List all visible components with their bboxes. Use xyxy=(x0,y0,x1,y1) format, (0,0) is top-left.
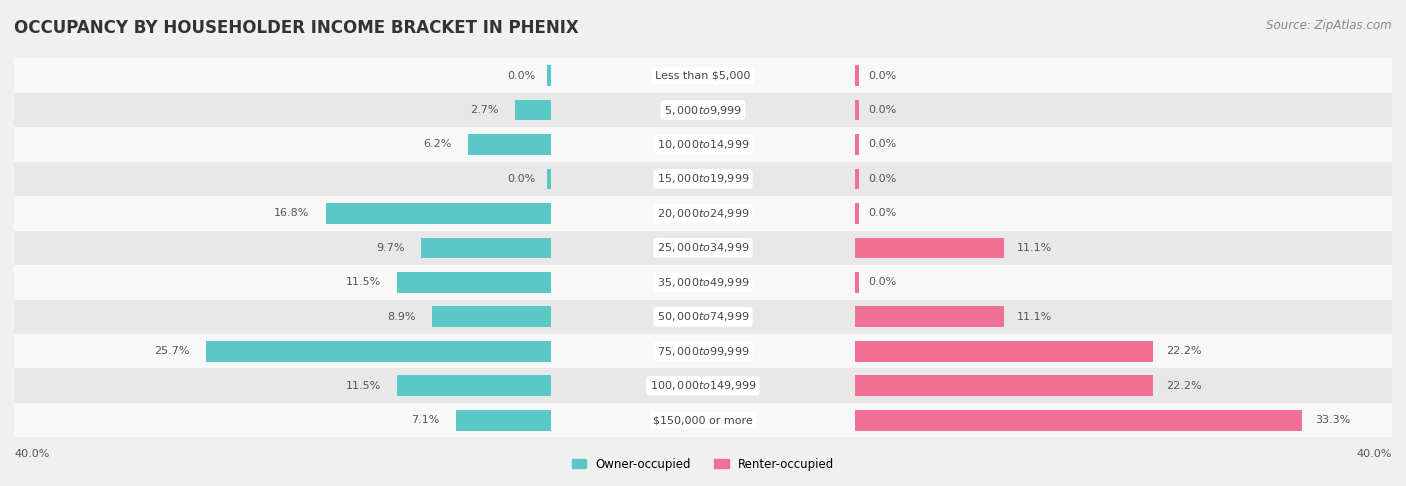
Text: $5,000 to $9,999: $5,000 to $9,999 xyxy=(664,104,742,117)
Text: 11.5%: 11.5% xyxy=(346,381,381,391)
Text: $25,000 to $34,999: $25,000 to $34,999 xyxy=(657,242,749,254)
Bar xyxy=(855,100,859,121)
Bar xyxy=(0,231,1406,265)
Text: 0.0%: 0.0% xyxy=(868,70,896,81)
Text: $15,000 to $19,999: $15,000 to $19,999 xyxy=(657,173,749,186)
Bar xyxy=(396,272,551,293)
Bar xyxy=(0,93,1406,127)
Text: 0.0%: 0.0% xyxy=(508,70,536,81)
Bar xyxy=(0,403,1406,437)
Bar xyxy=(0,265,1406,299)
Bar xyxy=(326,203,551,224)
Bar xyxy=(396,375,551,396)
Bar xyxy=(0,334,1406,368)
Bar xyxy=(0,368,1406,403)
Bar xyxy=(0,58,1406,93)
Bar xyxy=(0,265,1406,299)
Text: 11.5%: 11.5% xyxy=(346,278,381,287)
Bar xyxy=(0,368,1406,403)
Text: $50,000 to $74,999: $50,000 to $74,999 xyxy=(657,310,749,323)
Text: $150,000 or more: $150,000 or more xyxy=(654,415,752,425)
Bar xyxy=(0,196,1406,231)
Text: 7.1%: 7.1% xyxy=(412,415,440,425)
Bar xyxy=(207,341,551,362)
Bar xyxy=(855,134,859,155)
Bar xyxy=(422,238,551,258)
Bar xyxy=(0,334,1406,368)
Bar xyxy=(0,162,1406,196)
Bar xyxy=(0,127,1406,162)
Text: 25.7%: 25.7% xyxy=(155,346,190,356)
Text: 0.0%: 0.0% xyxy=(868,208,896,218)
Text: $35,000 to $49,999: $35,000 to $49,999 xyxy=(657,276,749,289)
Bar xyxy=(855,65,859,86)
Bar xyxy=(855,169,859,189)
Legend: Owner-occupied, Renter-occupied: Owner-occupied, Renter-occupied xyxy=(567,453,839,475)
Bar xyxy=(456,410,551,431)
Text: $20,000 to $24,999: $20,000 to $24,999 xyxy=(657,207,749,220)
Text: $10,000 to $14,999: $10,000 to $14,999 xyxy=(657,138,749,151)
Text: Source: ZipAtlas.com: Source: ZipAtlas.com xyxy=(1267,19,1392,33)
Bar xyxy=(855,203,859,224)
Bar xyxy=(0,162,1406,196)
Text: 16.8%: 16.8% xyxy=(274,208,309,218)
Text: 6.2%: 6.2% xyxy=(423,139,451,150)
Bar xyxy=(515,100,551,121)
Bar xyxy=(547,65,551,86)
Text: 0.0%: 0.0% xyxy=(508,174,536,184)
Bar xyxy=(0,93,1406,127)
Bar xyxy=(0,265,1406,299)
Text: 2.7%: 2.7% xyxy=(471,105,499,115)
Bar xyxy=(0,231,1406,265)
Text: 40.0%: 40.0% xyxy=(14,450,49,459)
Bar xyxy=(0,299,1406,334)
Bar xyxy=(855,341,1153,362)
Bar xyxy=(0,334,1406,368)
Bar xyxy=(0,162,1406,196)
Bar xyxy=(0,299,1406,334)
Bar xyxy=(0,196,1406,231)
Bar xyxy=(855,375,1153,396)
Text: 22.2%: 22.2% xyxy=(1166,346,1202,356)
Bar xyxy=(855,238,1004,258)
Bar xyxy=(0,196,1406,231)
Bar xyxy=(0,58,1406,93)
Bar xyxy=(0,368,1406,403)
Bar xyxy=(0,127,1406,162)
Bar xyxy=(0,231,1406,265)
Bar xyxy=(855,410,1302,431)
Bar xyxy=(855,307,1004,327)
Text: OCCUPANCY BY HOUSEHOLDER INCOME BRACKET IN PHENIX: OCCUPANCY BY HOUSEHOLDER INCOME BRACKET … xyxy=(14,19,579,37)
Text: 0.0%: 0.0% xyxy=(868,174,896,184)
Text: 11.1%: 11.1% xyxy=(1017,243,1052,253)
Text: 22.2%: 22.2% xyxy=(1166,381,1202,391)
Bar xyxy=(855,272,859,293)
Text: Less than $5,000: Less than $5,000 xyxy=(655,70,751,81)
Bar xyxy=(0,403,1406,437)
Text: 0.0%: 0.0% xyxy=(868,105,896,115)
Text: 9.7%: 9.7% xyxy=(377,243,405,253)
Text: 8.9%: 8.9% xyxy=(387,312,416,322)
Text: $100,000 to $149,999: $100,000 to $149,999 xyxy=(650,379,756,392)
Bar xyxy=(0,299,1406,334)
Text: 0.0%: 0.0% xyxy=(868,139,896,150)
Text: 40.0%: 40.0% xyxy=(1357,450,1392,459)
Text: 33.3%: 33.3% xyxy=(1316,415,1351,425)
Bar xyxy=(0,127,1406,162)
Text: 0.0%: 0.0% xyxy=(868,278,896,287)
Bar xyxy=(468,134,551,155)
Bar xyxy=(432,307,551,327)
Bar xyxy=(0,58,1406,93)
Bar xyxy=(547,169,551,189)
Text: $75,000 to $99,999: $75,000 to $99,999 xyxy=(657,345,749,358)
Bar xyxy=(0,403,1406,437)
Text: 11.1%: 11.1% xyxy=(1017,312,1052,322)
Bar xyxy=(0,93,1406,127)
